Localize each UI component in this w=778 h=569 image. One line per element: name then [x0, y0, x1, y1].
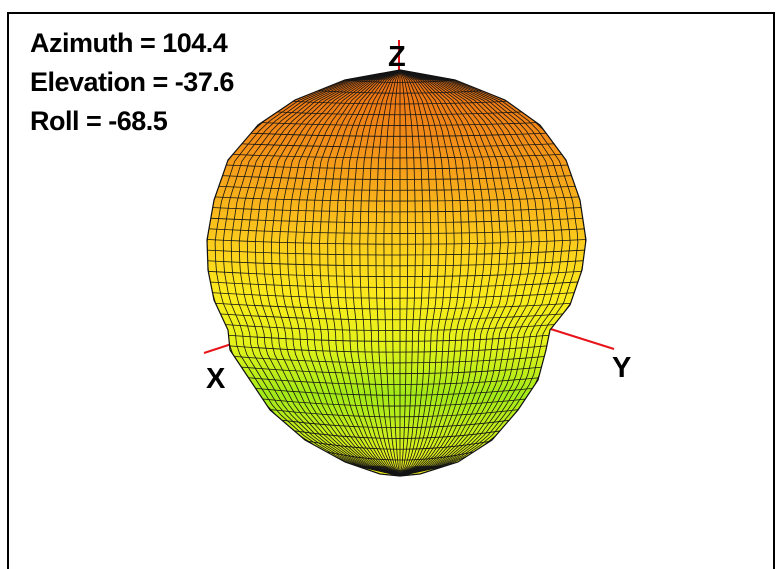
mesh-meridian-line	[319, 70, 401, 476]
mesh-latitude-line	[217, 313, 566, 321]
mesh-latitude-line	[252, 387, 536, 396]
mesh-meridian-line	[399, 70, 440, 476]
mesh-latitude-line	[238, 366, 545, 375]
mesh-meridian-line	[295, 70, 401, 476]
mesh-latitude-line	[246, 132, 551, 137]
mesh-latitude-line	[224, 334, 553, 342]
mesh-meridian-line	[399, 70, 478, 476]
mesh-meridian-line	[270, 70, 401, 476]
mesh-meridian-line	[399, 70, 517, 476]
mesh-latitude-line	[225, 345, 551, 353]
mesh-latitude-line	[308, 440, 490, 450]
mesh-meridian-line	[399, 70, 540, 476]
mesh-meridian-line	[399, 70, 579, 476]
z-axis-label: Z	[388, 41, 406, 73]
mesh-meridian-line	[399, 70, 571, 476]
mesh-latitude-line	[237, 143, 559, 148]
mesh-meridian-line	[399, 70, 548, 476]
mesh-meridian-line	[399, 70, 509, 476]
mesh-meridian-line	[399, 70, 494, 476]
azimuth-readout: Azimuth = 104.4	[30, 28, 228, 58]
mesh-meridian-line	[238, 70, 401, 476]
mesh-meridian-line	[246, 70, 401, 476]
mesh-meridian-line	[399, 70, 502, 476]
mesh-meridian-line	[399, 70, 432, 476]
y-axis-label: Y	[612, 352, 631, 384]
mesh-meridian-line	[214, 70, 401, 476]
plot-frame	[7, 12, 775, 569]
mesh-latitude-line	[260, 398, 528, 407]
mesh-meridian-line	[383, 70, 401, 476]
mesh-meridian-line	[254, 70, 401, 476]
mesh-meridian-line	[222, 70, 401, 476]
mesh-meridian-line	[303, 70, 401, 476]
mesh-meridian-line	[359, 70, 401, 476]
mesh-meridian-line	[399, 70, 532, 476]
mesh-meridian-line	[399, 70, 424, 476]
mesh-latitude-line	[280, 419, 512, 429]
roll-readout: Roll = -68.5	[30, 106, 168, 136]
mesh-meridian-line	[399, 70, 563, 476]
mesh-meridian-line	[399, 70, 486, 476]
mesh-latitude-line	[256, 121, 542, 126]
mesh-meridian-line	[399, 70, 409, 476]
mesh-meridian-line	[399, 70, 455, 476]
mesh-latitude-line	[218, 175, 576, 180]
mesh-meridian-line	[351, 70, 401, 476]
mesh-meridian-line	[311, 70, 401, 476]
mesh-meridian-line	[335, 70, 401, 476]
mesh-latitude-line	[227, 153, 567, 159]
mesh-latitude-line	[268, 409, 521, 418]
mesh-meridian-line	[327, 70, 401, 476]
mesh-meridian-line	[399, 70, 463, 476]
mesh-meridian-line	[230, 70, 401, 476]
mesh-latitude-line	[245, 377, 543, 385]
mesh-latitude-line	[231, 355, 548, 364]
mesh-meridian-line	[399, 70, 525, 476]
mesh-meridian-line	[278, 70, 401, 476]
radiation-surface	[206, 69, 587, 477]
mesh-meridian-line	[399, 70, 447, 476]
mesh-meridian-line	[399, 70, 416, 476]
mesh-latitude-line	[221, 164, 573, 170]
mesh-meridian-line	[287, 70, 401, 476]
x-axis-label: X	[206, 363, 226, 395]
mesh-meridian-line	[262, 70, 401, 476]
mesh-meridian-line	[399, 70, 471, 476]
mesh-meridian-line	[391, 70, 401, 476]
mesh-meridian-line	[367, 70, 401, 476]
mesh-meridian-line	[399, 70, 556, 476]
mesh-meridian-line	[343, 70, 401, 476]
elevation-readout: Elevation = -37.6	[30, 67, 234, 97]
mesh-meridian-line	[375, 70, 401, 476]
